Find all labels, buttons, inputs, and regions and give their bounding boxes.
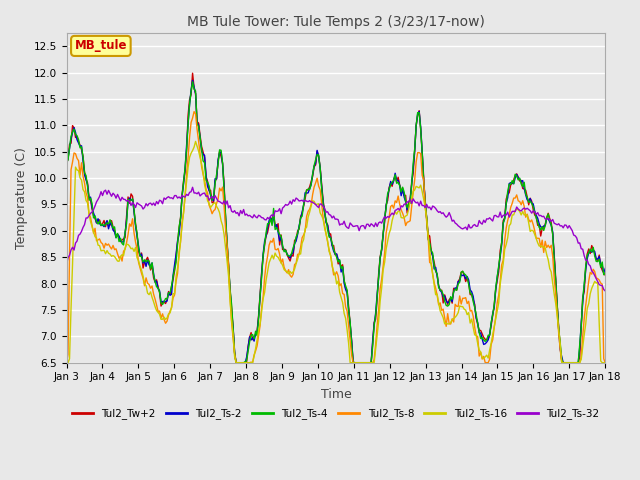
- Tul2_Ts-2: [574, 360, 582, 366]
- Tul2_Tw+2: [129, 193, 136, 199]
- Tul2_Tw+2: [253, 328, 261, 334]
- Tul2_Ts-16: [602, 360, 609, 366]
- Line: Tul2_Ts-8: Tul2_Ts-8: [67, 112, 605, 363]
- Tul2_Ts-4: [253, 333, 261, 339]
- Tul2_Tw+2: [574, 360, 582, 366]
- Tul2_Ts-32: [63, 262, 70, 267]
- Tul2_Ts-8: [243, 360, 250, 366]
- X-axis label: Time: Time: [321, 388, 351, 401]
- Tul2_Ts-32: [225, 205, 232, 211]
- Tul2_Ts-4: [232, 360, 240, 366]
- Line: Tul2_Ts-2: Tul2_Ts-2: [67, 80, 605, 363]
- Text: MB_tule: MB_tule: [75, 39, 127, 52]
- Tul2_Ts-8: [63, 360, 70, 366]
- Tul2_Ts-4: [574, 360, 582, 366]
- Tul2_Tw+2: [225, 263, 232, 268]
- Tul2_Ts-32: [602, 288, 609, 294]
- Tul2_Ts-16: [129, 245, 136, 251]
- Tul2_Ts-16: [63, 360, 70, 366]
- Tul2_Ts-2: [63, 161, 70, 167]
- Line: Tul2_Ts-16: Tul2_Ts-16: [67, 142, 605, 363]
- Tul2_Ts-8: [573, 360, 580, 366]
- Y-axis label: Temperature (C): Temperature (C): [15, 147, 28, 249]
- Tul2_Ts-2: [244, 344, 252, 350]
- Tul2_Ts-8: [225, 264, 232, 269]
- Tul2_Ts-8: [129, 216, 136, 222]
- Tul2_Ts-4: [129, 196, 136, 202]
- Tul2_Ts-2: [129, 196, 136, 202]
- Tul2_Ts-16: [225, 274, 232, 279]
- Title: MB Tule Tower: Tule Temps 2 (3/23/17-now): MB Tule Tower: Tule Temps 2 (3/23/17-now…: [187, 15, 485, 29]
- Tul2_Ts-16: [300, 237, 307, 242]
- Tul2_Ts-2: [225, 264, 232, 270]
- Tul2_Ts-32: [252, 214, 259, 220]
- Tul2_Tw+2: [189, 70, 196, 76]
- Tul2_Ts-8: [300, 232, 307, 238]
- Tul2_Ts-32: [573, 235, 580, 241]
- Tul2_Tw+2: [232, 360, 240, 366]
- Tul2_Ts-32: [300, 199, 307, 204]
- Tul2_Ts-32: [243, 211, 250, 217]
- Tul2_Ts-4: [189, 79, 196, 85]
- Tul2_Ts-4: [602, 270, 609, 276]
- Tul2_Tw+2: [301, 196, 309, 202]
- Tul2_Ts-8: [252, 348, 259, 354]
- Tul2_Ts-2: [301, 190, 309, 196]
- Tul2_Ts-8: [190, 109, 198, 115]
- Tul2_Ts-2: [189, 77, 196, 83]
- Tul2_Tw+2: [602, 272, 609, 278]
- Tul2_Ts-32: [189, 184, 196, 190]
- Tul2_Ts-4: [63, 160, 70, 166]
- Line: Tul2_Tw+2: Tul2_Tw+2: [67, 73, 605, 363]
- Legend: Tul2_Tw+2, Tul2_Ts-2, Tul2_Ts-4, Tul2_Ts-8, Tul2_Ts-16, Tul2_Ts-32: Tul2_Tw+2, Tul2_Ts-2, Tul2_Ts-4, Tul2_Ts…: [68, 404, 604, 423]
- Tul2_Ts-16: [573, 360, 580, 366]
- Line: Tul2_Ts-32: Tul2_Ts-32: [67, 187, 605, 291]
- Tul2_Ts-16: [192, 139, 200, 144]
- Tul2_Ts-32: [129, 200, 136, 205]
- Tul2_Ts-16: [252, 346, 259, 351]
- Tul2_Ts-2: [232, 360, 240, 366]
- Line: Tul2_Ts-4: Tul2_Ts-4: [67, 82, 605, 363]
- Tul2_Tw+2: [63, 160, 70, 166]
- Tul2_Ts-2: [253, 329, 261, 335]
- Tul2_Ts-8: [602, 360, 609, 366]
- Tul2_Tw+2: [244, 344, 252, 349]
- Tul2_Ts-4: [244, 348, 252, 354]
- Tul2_Ts-4: [225, 262, 232, 267]
- Tul2_Ts-4: [301, 193, 309, 199]
- Tul2_Ts-16: [243, 360, 250, 366]
- Tul2_Ts-2: [602, 265, 609, 271]
